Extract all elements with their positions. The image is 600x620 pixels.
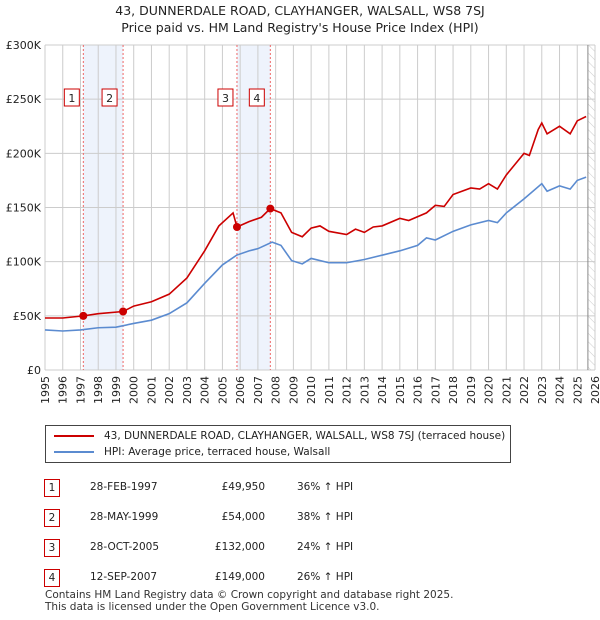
sale-label: 1 [68,92,75,105]
series-line [44,176,587,332]
x-tick-label: 2023 [536,376,549,404]
sale-label: 3 [222,92,229,105]
y-tick-label: £150K [6,202,42,215]
sale-point [266,204,275,213]
series-line [45,115,587,319]
sale-date: 28-MAY-1999 [90,511,159,523]
sale-date: 12-SEP-2007 [90,571,158,583]
x-tick-label: 2008 [270,376,283,404]
footer-copyright: Contains HM Land Registry data © Crown c… [45,589,454,601]
x-tick-label: 2015 [394,376,407,404]
x-tick-label: 2014 [376,376,389,404]
sale-label-box [63,88,80,107]
footer-licence: This data is licensed under the Open Gov… [45,601,380,613]
y-tick-label: £100K [6,256,42,269]
table-row: 3 28-OCT-2005 £132,000 24% ↑ HPI [0,539,600,559]
sale-label-box [217,88,234,107]
sale-marker: 3 [44,539,60,557]
legend-label: 43, DUNNERDALE ROAD, CLAYHANGER, WALSALL… [104,430,506,442]
sale-hpi: 36% ↑ HPI [297,481,354,493]
legend-item-hpi: HPI: Average price, terraced house, Wals… [54,446,330,458]
sale-label: 4 [253,92,260,105]
x-tick-label: 2026 [589,376,600,404]
sale-price: £49,950 [221,481,265,493]
x-tick-label: 2003 [181,376,194,404]
x-tick-label: 2007 [252,376,265,404]
sale-price: £54,000 [221,511,265,523]
y-tick-label: £250K [6,93,42,106]
y-tick-label: £0 [27,364,41,377]
y-tick-label: £50K [13,310,42,323]
sale-marker: 4 [44,569,60,587]
x-tick-label: 1996 [57,376,70,404]
x-tick-label: 2019 [465,376,478,404]
x-tick-label: 2013 [358,376,371,404]
x-tick-label: 1998 [92,376,105,404]
x-tick-label: 2010 [305,376,318,404]
price-chart: 1995 1996 1997 1998 1999 2000 2001 2002 2003 2004… [6,39,600,404]
sale-label: 2 [106,92,113,105]
sale-hpi: 26% ↑ HPI [297,571,354,583]
x-tick-label: 1999 [110,376,123,404]
x-tick-label: 2024 [554,376,567,404]
legend-swatch [54,451,94,453]
y-tick-label: £200K [6,147,42,160]
y-tick-label: £300K [6,39,42,52]
sale-marker: 2 [44,509,60,527]
sale-price: £132,000 [214,541,265,553]
sale-label-box [101,88,118,107]
x-tick-label: 2011 [323,376,336,404]
sale-point [79,311,88,320]
x-tick-label: 2021 [500,376,513,404]
x-tick-label: 2009 [287,376,300,404]
sale-hpi: 24% ↑ HPI [297,541,354,553]
sale-point [232,223,241,231]
x-tick-label: 2004 [199,376,212,404]
x-tick-label: 2025 [571,376,584,404]
legend-label: HPI: Average price, terraced house, Wals… [104,446,331,458]
x-tick-label: 2017 [429,376,442,404]
table-row: 2 28-MAY-1999 £54,000 38% ↑ HPI [0,509,600,529]
sale-point [119,307,128,316]
table-row: 1 28-FEB-1997 £49,950 36% ↑ HPI [0,479,600,499]
sale-date: 28-OCT-2005 [90,541,159,553]
x-tick-label: 2005 [216,376,229,404]
x-tick-label: 2012 [341,376,354,404]
x-tick-label: 1995 [39,376,52,404]
legend: 43, DUNNERDALE ROAD, CLAYHANGER, WALSALL… [45,425,511,463]
x-tick-label: 2016 [412,376,425,404]
x-tick-label: 2018 [447,376,460,404]
x-tick-label: 2000 [128,376,141,404]
chart-title: 43, DUNNERDALE ROAD, CLAYHANGER, WALSALL… [115,3,485,18]
x-tick-label: 2006 [234,376,247,404]
x-tick-label: 1997 [74,376,87,404]
sale-hpi: 38% ↑ HPI [297,511,354,523]
sale-date: 28-FEB-1997 [90,481,158,493]
sale-label-box [248,88,265,107]
sale-price: £149,000 [214,571,265,583]
x-tick-label: 2001 [145,376,158,404]
legend-swatch [54,435,94,437]
x-tick-label: 2020 [483,376,496,404]
sale-marker: 1 [44,479,60,497]
chart-subtitle: Price paid vs. HM Land Registry's House … [121,20,479,35]
x-tick-label: 2022 [518,376,531,404]
x-tick-label: 2002 [163,376,176,404]
table-row: 4 12-SEP-2007 £149,000 26% ↑ HPI [0,569,600,589]
legend-item-property: 43, DUNNERDALE ROAD, CLAYHANGER, WALSALL… [54,430,505,442]
